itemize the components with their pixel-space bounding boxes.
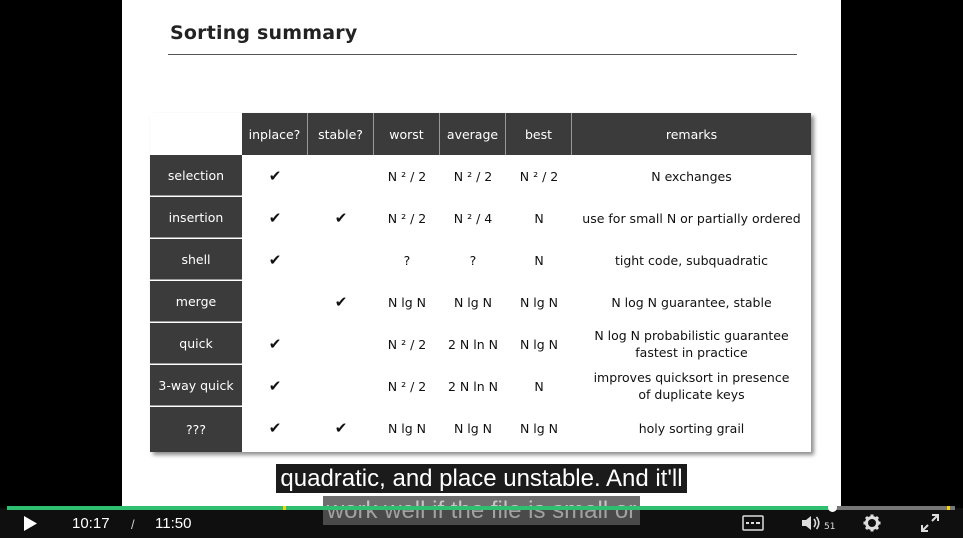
duration: 11:50 [155,515,192,532]
cell-best: N lg N [519,420,559,436]
cell-best: N lg N [519,294,559,310]
cell-best: N lg N [519,336,559,352]
current-time: 10:17 [72,515,110,532]
cell-inplace: ✔ [268,250,282,269]
progress-fill [7,506,832,510]
row-label-insertion: insertion [150,197,242,238]
slide: Sorting summary inplace? stable? worst a… [122,0,841,510]
title-rule [168,54,797,55]
cell-remarks: tight code, subquadratic [614,252,769,268]
cell-average: 2 N ln N [448,336,498,352]
cell-worst: N ² / 2 [387,378,427,394]
cell-stable [308,239,374,281]
row-label-quick: quick [150,323,242,364]
header-best: best [506,113,572,155]
cell-inplace: ✔ [268,208,282,227]
cell-remarks: improves quicksort in presence of duplic… [593,370,790,402]
cell-worst: N ² / 2 [387,336,427,352]
cell-remarks: N log N probabilistic guarantee fastest … [594,328,789,360]
chapter-marker [283,506,286,510]
cell-best: N [534,378,544,394]
header-average: average [440,113,506,155]
gear-icon[interactable] [863,514,881,532]
cell-worst: N lg N [387,420,427,436]
cell-stable [308,365,374,407]
cell-average: N ² / 2 [453,168,493,184]
cell-best: N ² / 2 [519,168,559,184]
cell-inplace [242,281,308,323]
cell-best: N [534,210,544,226]
cell-stable: ✔ [334,292,348,311]
cell-worst: N ² / 2 [387,210,427,226]
cell-remarks: holy sorting grail [638,420,745,436]
cell-inplace: ✔ [268,376,282,395]
cell-inplace: ✔ [268,334,282,353]
row-label-selection: selection [150,155,242,196]
cell-inplace: ✔ [268,418,282,437]
cell-inplace: ✔ [268,166,282,185]
header-inplace: inplace? [242,113,308,155]
cell-remarks: N log N guarantee, stable [611,294,772,310]
volume-level: 51 [824,522,836,532]
cell-remarks: use for small N or partially ordered [582,210,801,226]
row-label-unknown: ??? [150,407,242,452]
header-worst: worst [374,113,440,155]
time-separator: / [131,517,135,532]
caption-line-1: quadratic, and place unstable. And it'll [0,464,963,493]
cell-worst: N ² / 2 [387,168,427,184]
volume-icon[interactable] [801,514,823,532]
cell-average: 2 N ln N [448,378,498,394]
progress-bar[interactable] [7,503,955,512]
cell-average: N lg N [453,420,493,436]
cell-worst: N lg N [387,294,427,310]
cell-stable [308,323,374,365]
cell-average: N ² / 4 [453,210,493,226]
cell-stable: ✔ [334,208,348,227]
slide-title: Sorting summary [170,22,358,44]
table-corner [150,113,242,155]
play-icon[interactable] [22,515,38,532]
row-label-shell: shell [150,239,242,280]
cell-average: N lg N [453,294,493,310]
sorting-table: inplace? stable? worst average best rema… [150,113,811,452]
progress-knob[interactable] [828,503,837,512]
caption-text-2: work well if the file is small or [322,496,641,525]
caption-text-1: quadratic, and place unstable. And it'll [276,464,687,493]
captions-icon[interactable] [742,515,764,531]
cell-stable [308,155,374,197]
header-remarks: remarks [572,113,811,155]
cell-best: N [534,252,544,268]
fullscreen-icon[interactable] [921,514,939,532]
cell-stable: ✔ [334,418,348,437]
chapter-marker [947,506,950,510]
cell-worst: ? [403,252,411,268]
row-label-merge: merge [150,281,242,322]
cell-average: ? [469,252,477,268]
cell-remarks: N exchanges [651,168,732,184]
header-stable: stable? [308,113,374,155]
row-label-3-way-quick: 3-way quick [150,365,242,406]
caption-line-2: work well if the file is small or [0,496,963,525]
